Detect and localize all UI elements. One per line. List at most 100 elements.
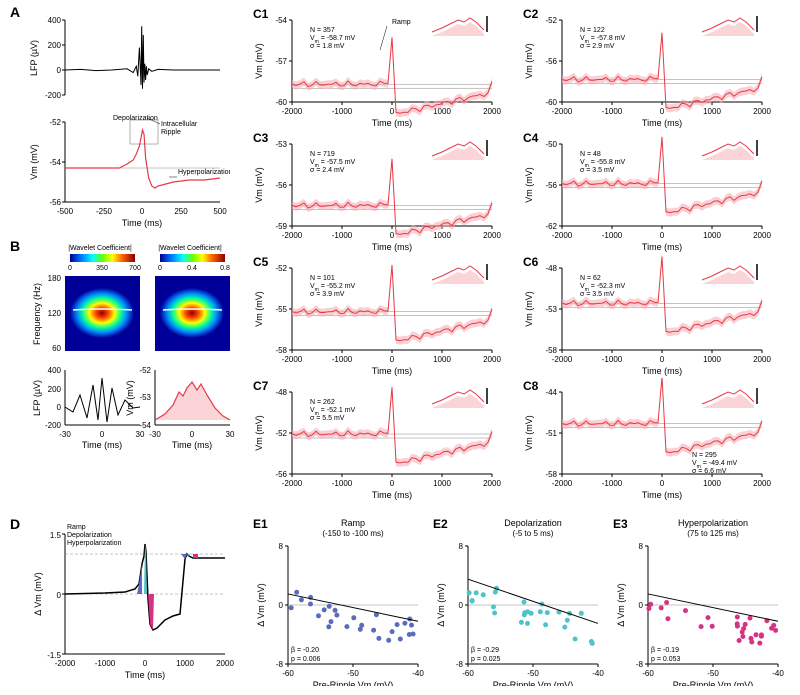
svg-text:-30: -30 [59, 430, 71, 439]
svg-text:-54: -54 [49, 158, 61, 167]
svg-text:Δ Vm (mV): Δ Vm (mV) [436, 583, 446, 627]
svg-text:-8: -8 [636, 660, 644, 669]
svg-text:2000: 2000 [753, 107, 771, 116]
svg-text:-58: -58 [545, 470, 557, 479]
svg-text:Ramp: Ramp [67, 524, 86, 531]
svg-text:-1000: -1000 [332, 479, 353, 488]
svg-text:-2000: -2000 [282, 107, 303, 116]
panel-d-label: D [10, 516, 20, 532]
svg-text:-2000: -2000 [552, 107, 573, 116]
svg-text:-1000: -1000 [332, 355, 353, 364]
svg-text:N = 295: N = 295 [692, 452, 717, 459]
panel-c5: C5-58-55-52Vm (mV)-2000-1000010002000Tim… [250, 254, 520, 378]
svg-text:30: 30 [136, 430, 145, 439]
svg-text:-52: -52 [275, 264, 287, 273]
svg-text:1000: 1000 [703, 231, 721, 240]
svg-text:0: 0 [140, 207, 145, 216]
svg-text:Time (ms): Time (ms) [372, 490, 412, 500]
svg-text:0: 0 [660, 107, 665, 116]
svg-text:2000: 2000 [483, 355, 501, 364]
svg-text:Time (ms): Time (ms) [372, 366, 412, 376]
svg-text:200: 200 [48, 41, 62, 50]
svg-text:-54: -54 [275, 16, 287, 25]
svg-text:0: 0 [390, 479, 395, 488]
svg-text:-50: -50 [707, 669, 719, 678]
svg-text:120: 120 [48, 309, 62, 318]
svg-text:0: 0 [57, 403, 62, 412]
svg-text:Time (ms): Time (ms) [642, 490, 682, 500]
svg-text:Time (ms): Time (ms) [82, 440, 122, 450]
svg-text:-56: -56 [275, 181, 287, 190]
svg-text:8: 8 [279, 542, 284, 551]
svg-text:Depolarization: Depolarization [67, 532, 112, 539]
svg-text:1000: 1000 [433, 231, 451, 240]
svg-text:2000: 2000 [216, 659, 234, 668]
svg-text:-8: -8 [456, 660, 464, 669]
svg-text:-500: -500 [57, 207, 74, 216]
svg-text:Pre-Ripple Vm (mV): Pre-Ripple Vm (mV) [493, 680, 574, 686]
svg-text:0.4: 0.4 [187, 265, 197, 272]
svg-text:200: 200 [48, 385, 62, 394]
svg-text:-1000: -1000 [332, 107, 353, 116]
panel-e2: E2Depolarization(-5 to 5 ms)-808Δ Vm (mV… [430, 516, 610, 686]
svg-text:-53: -53 [545, 305, 557, 314]
svg-text:Depolarization: Depolarization [113, 115, 158, 122]
svg-text:60: 60 [52, 344, 61, 353]
svg-text:C8: C8 [523, 379, 539, 393]
panel-c8: C8-58-51-44Vm (mV)-2000-1000010002000Tim… [520, 378, 790, 502]
svg-text:(75 to 125 ms): (75 to 125 ms) [687, 529, 739, 538]
svg-text:-2000: -2000 [552, 479, 573, 488]
svg-text:0: 0 [100, 430, 105, 439]
panel-c1: C1-60-57-54Vm (mV)-2000-1000010002000Tim… [250, 6, 520, 130]
svg-text:-56: -56 [275, 470, 287, 479]
svg-text:Time (ms): Time (ms) [125, 670, 165, 680]
svg-text:-50: -50 [347, 669, 359, 678]
svg-text:N = 719: N = 719 [310, 151, 335, 158]
svg-text:350: 350 [96, 265, 108, 272]
svg-text:-200: -200 [45, 421, 62, 430]
svg-text:σ = 2.4 mV: σ = 2.4 mV [310, 167, 345, 174]
svg-text:0: 0 [639, 601, 644, 610]
svg-text:Time (ms): Time (ms) [642, 242, 682, 252]
svg-text:-58: -58 [275, 346, 287, 355]
svg-text:C5: C5 [253, 255, 269, 269]
svg-text:|Wavelet Coefficient|: |Wavelet Coefficient| [68, 245, 132, 252]
svg-text:Vm (mV): Vm (mV) [524, 415, 534, 451]
panel-c4: C4-62-56-50Vm (mV)-2000-1000010002000Tim… [520, 130, 790, 254]
svg-text:-57: -57 [275, 57, 287, 66]
svg-text:(-5 to 5 ms): (-5 to 5 ms) [513, 529, 554, 538]
svg-text:-60: -60 [275, 98, 287, 107]
svg-text:2000: 2000 [483, 479, 501, 488]
svg-text:-2000: -2000 [282, 355, 303, 364]
svg-text:-30: -30 [149, 430, 161, 439]
svg-text:Intracellular: Intracellular [161, 121, 198, 128]
panel-c7: C7-56-52-48Vm (mV)-2000-1000010002000Tim… [250, 378, 520, 502]
svg-text:0: 0 [660, 355, 665, 364]
svg-text:Vm (mV): Vm (mV) [254, 415, 264, 451]
svg-text:-200: -200 [45, 91, 62, 100]
svg-text:-8: -8 [276, 660, 284, 669]
svg-text:2000: 2000 [483, 231, 501, 240]
svg-text:LFP (µV): LFP (µV) [30, 40, 39, 76]
svg-text:0: 0 [143, 659, 148, 668]
svg-text:2000: 2000 [483, 107, 501, 116]
svg-text:-250: -250 [96, 207, 113, 216]
svg-text:-50: -50 [545, 140, 557, 149]
svg-text:N = 262: N = 262 [310, 399, 335, 406]
svg-text:500: 500 [213, 207, 227, 216]
svg-text:Vm (mV): Vm (mV) [524, 167, 534, 203]
svg-text:C7: C7 [253, 379, 269, 393]
svg-text:β = -0.29: β = -0.29 [471, 647, 499, 654]
panel-b: |Wavelet Coefficient| 0 350 700 180 120 … [30, 242, 235, 502]
svg-text:-2000: -2000 [552, 231, 573, 240]
svg-text:-52: -52 [545, 16, 557, 25]
svg-text:-2000: -2000 [282, 231, 303, 240]
svg-text:Time (ms): Time (ms) [372, 242, 412, 252]
panel-c6: C6-58-53-48Vm (mV)-2000-1000010002000Tim… [520, 254, 790, 378]
svg-text:σ = 3.9 mV: σ = 3.9 mV [310, 291, 345, 298]
svg-text:0: 0 [459, 601, 464, 610]
svg-text:Ramp: Ramp [392, 19, 411, 26]
panel-c3: C3-59-56-53Vm (mV)-2000-1000010002000Tim… [250, 130, 520, 254]
svg-text:σ = 3.5 mV: σ = 3.5 mV [580, 167, 615, 174]
svg-text:-51: -51 [545, 429, 557, 438]
